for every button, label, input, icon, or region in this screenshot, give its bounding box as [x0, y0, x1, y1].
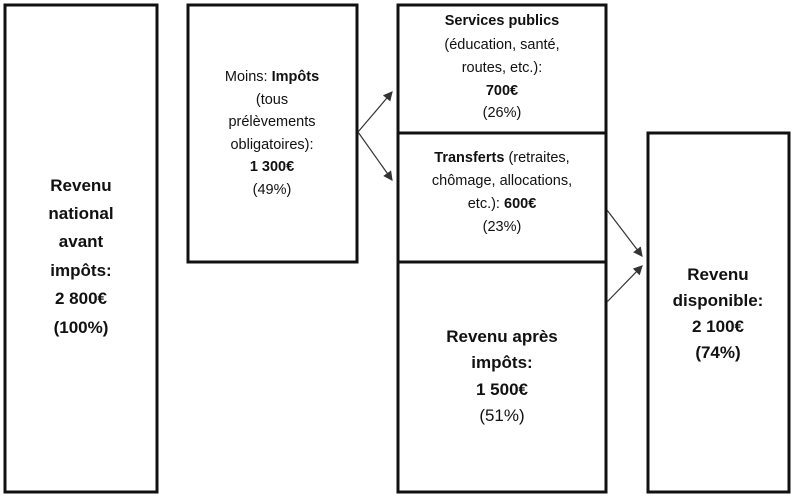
percent: (74%): [695, 343, 740, 362]
label: obligatoires):: [230, 137, 313, 153]
percent: (23%): [483, 219, 522, 235]
label: Revenu: [50, 176, 111, 195]
label: impôts:: [471, 353, 532, 372]
label: (retraites,: [508, 150, 569, 166]
label: (éducation, santé,: [444, 37, 559, 53]
box4-text: Transferts (retraites, chômage, allocati…: [432, 150, 572, 235]
label: etc.): 600€: [468, 196, 537, 212]
amount: 2 100€: [692, 317, 745, 336]
percent: (26%): [483, 105, 522, 121]
box-services-publics: [396, 3, 608, 135]
label: impôts:: [50, 261, 111, 280]
arrow: [357, 91, 393, 133]
amount: 600€: [504, 196, 536, 212]
box-revenu-national: [3, 3, 159, 494]
label: Services publics: [445, 13, 559, 29]
box-impots: [186, 3, 359, 264]
percent: (51%): [479, 406, 524, 425]
box-revenu-apres-impots: [396, 260, 608, 494]
box6-text: Revenu disponible: 2 100€ (74%): [673, 265, 764, 362]
percent: (49%): [253, 182, 292, 198]
box3-text: Services publics (éducation, santé, rout…: [444, 13, 559, 121]
box1-text: Revenu national avant impôts: 2 800€ (10…: [48, 176, 113, 337]
label: routes, etc.):: [462, 60, 543, 76]
label: Impôts: [272, 69, 320, 85]
label: Revenu après: [446, 327, 558, 346]
label: national: [48, 204, 113, 223]
label: chômage, allocations,: [432, 173, 572, 189]
box-revenu-disponible: [646, 131, 791, 494]
label: (tous: [256, 92, 288, 108]
label: etc.):: [468, 196, 500, 212]
box5-text: Revenu après impôts: 1 500€ (51%): [446, 327, 558, 425]
arrow: [357, 131, 393, 181]
label: disponible:: [673, 291, 764, 310]
amount: 1 300€: [250, 159, 294, 175]
percent: (100%): [54, 318, 109, 337]
box2-text: Moins: Impôts (tous prélèvements obligat…: [225, 69, 319, 198]
label: Moins: Impôts: [225, 69, 319, 85]
label: Moins:: [225, 69, 268, 85]
box-transferts: [396, 131, 608, 264]
label: Revenu: [687, 265, 748, 284]
amount: 700€: [486, 83, 518, 99]
arrow: [606, 265, 643, 303]
label: Transferts (retraites,: [434, 150, 569, 166]
arrow: [606, 209, 643, 257]
amount: 1 500€: [476, 380, 529, 399]
label: Transferts: [434, 150, 504, 166]
label: prélèvements: [228, 114, 315, 130]
label: avant: [59, 232, 104, 251]
amount: 2 800€: [55, 289, 108, 308]
